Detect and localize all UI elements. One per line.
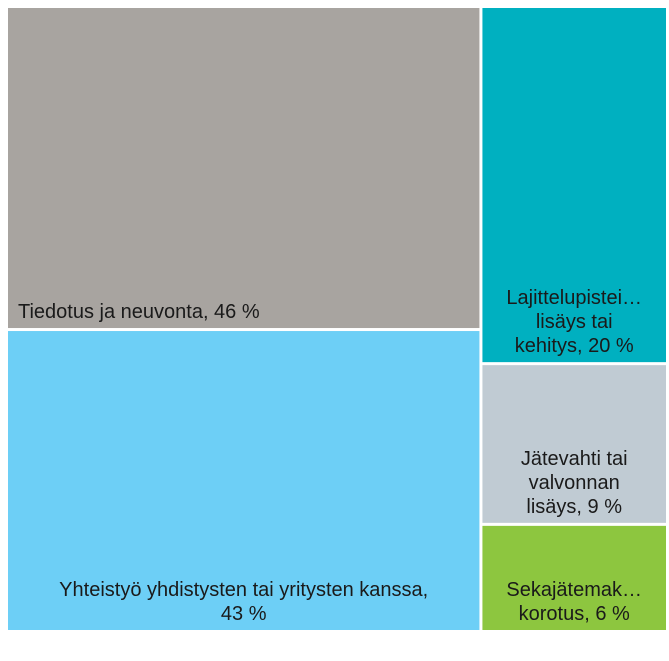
- tile-label: Sekajätemak…: [506, 579, 642, 601]
- tile: [482, 365, 666, 523]
- tile-label: lisäys, 9 %: [526, 496, 622, 518]
- tile: [8, 8, 480, 329]
- tile-label: korotus, 6 %: [519, 603, 630, 625]
- tile-label: Jätevahti tai: [521, 448, 628, 470]
- tile-label: Tiedotus ja neuvonta, 46 %: [18, 301, 260, 323]
- tile-label: kehitys, 20 %: [515, 335, 634, 357]
- tile: [482, 8, 666, 363]
- tile: [8, 331, 480, 630]
- tile-label: lisäys tai: [536, 311, 613, 333]
- tile-label: 43 %: [221, 603, 267, 625]
- tile-label: Lajittelupistei…: [506, 287, 642, 309]
- tile: [482, 525, 666, 630]
- tile-label: Yhteistyö yhdistysten tai yritysten kans…: [59, 579, 428, 601]
- tile-label: valvonnan: [529, 472, 620, 494]
